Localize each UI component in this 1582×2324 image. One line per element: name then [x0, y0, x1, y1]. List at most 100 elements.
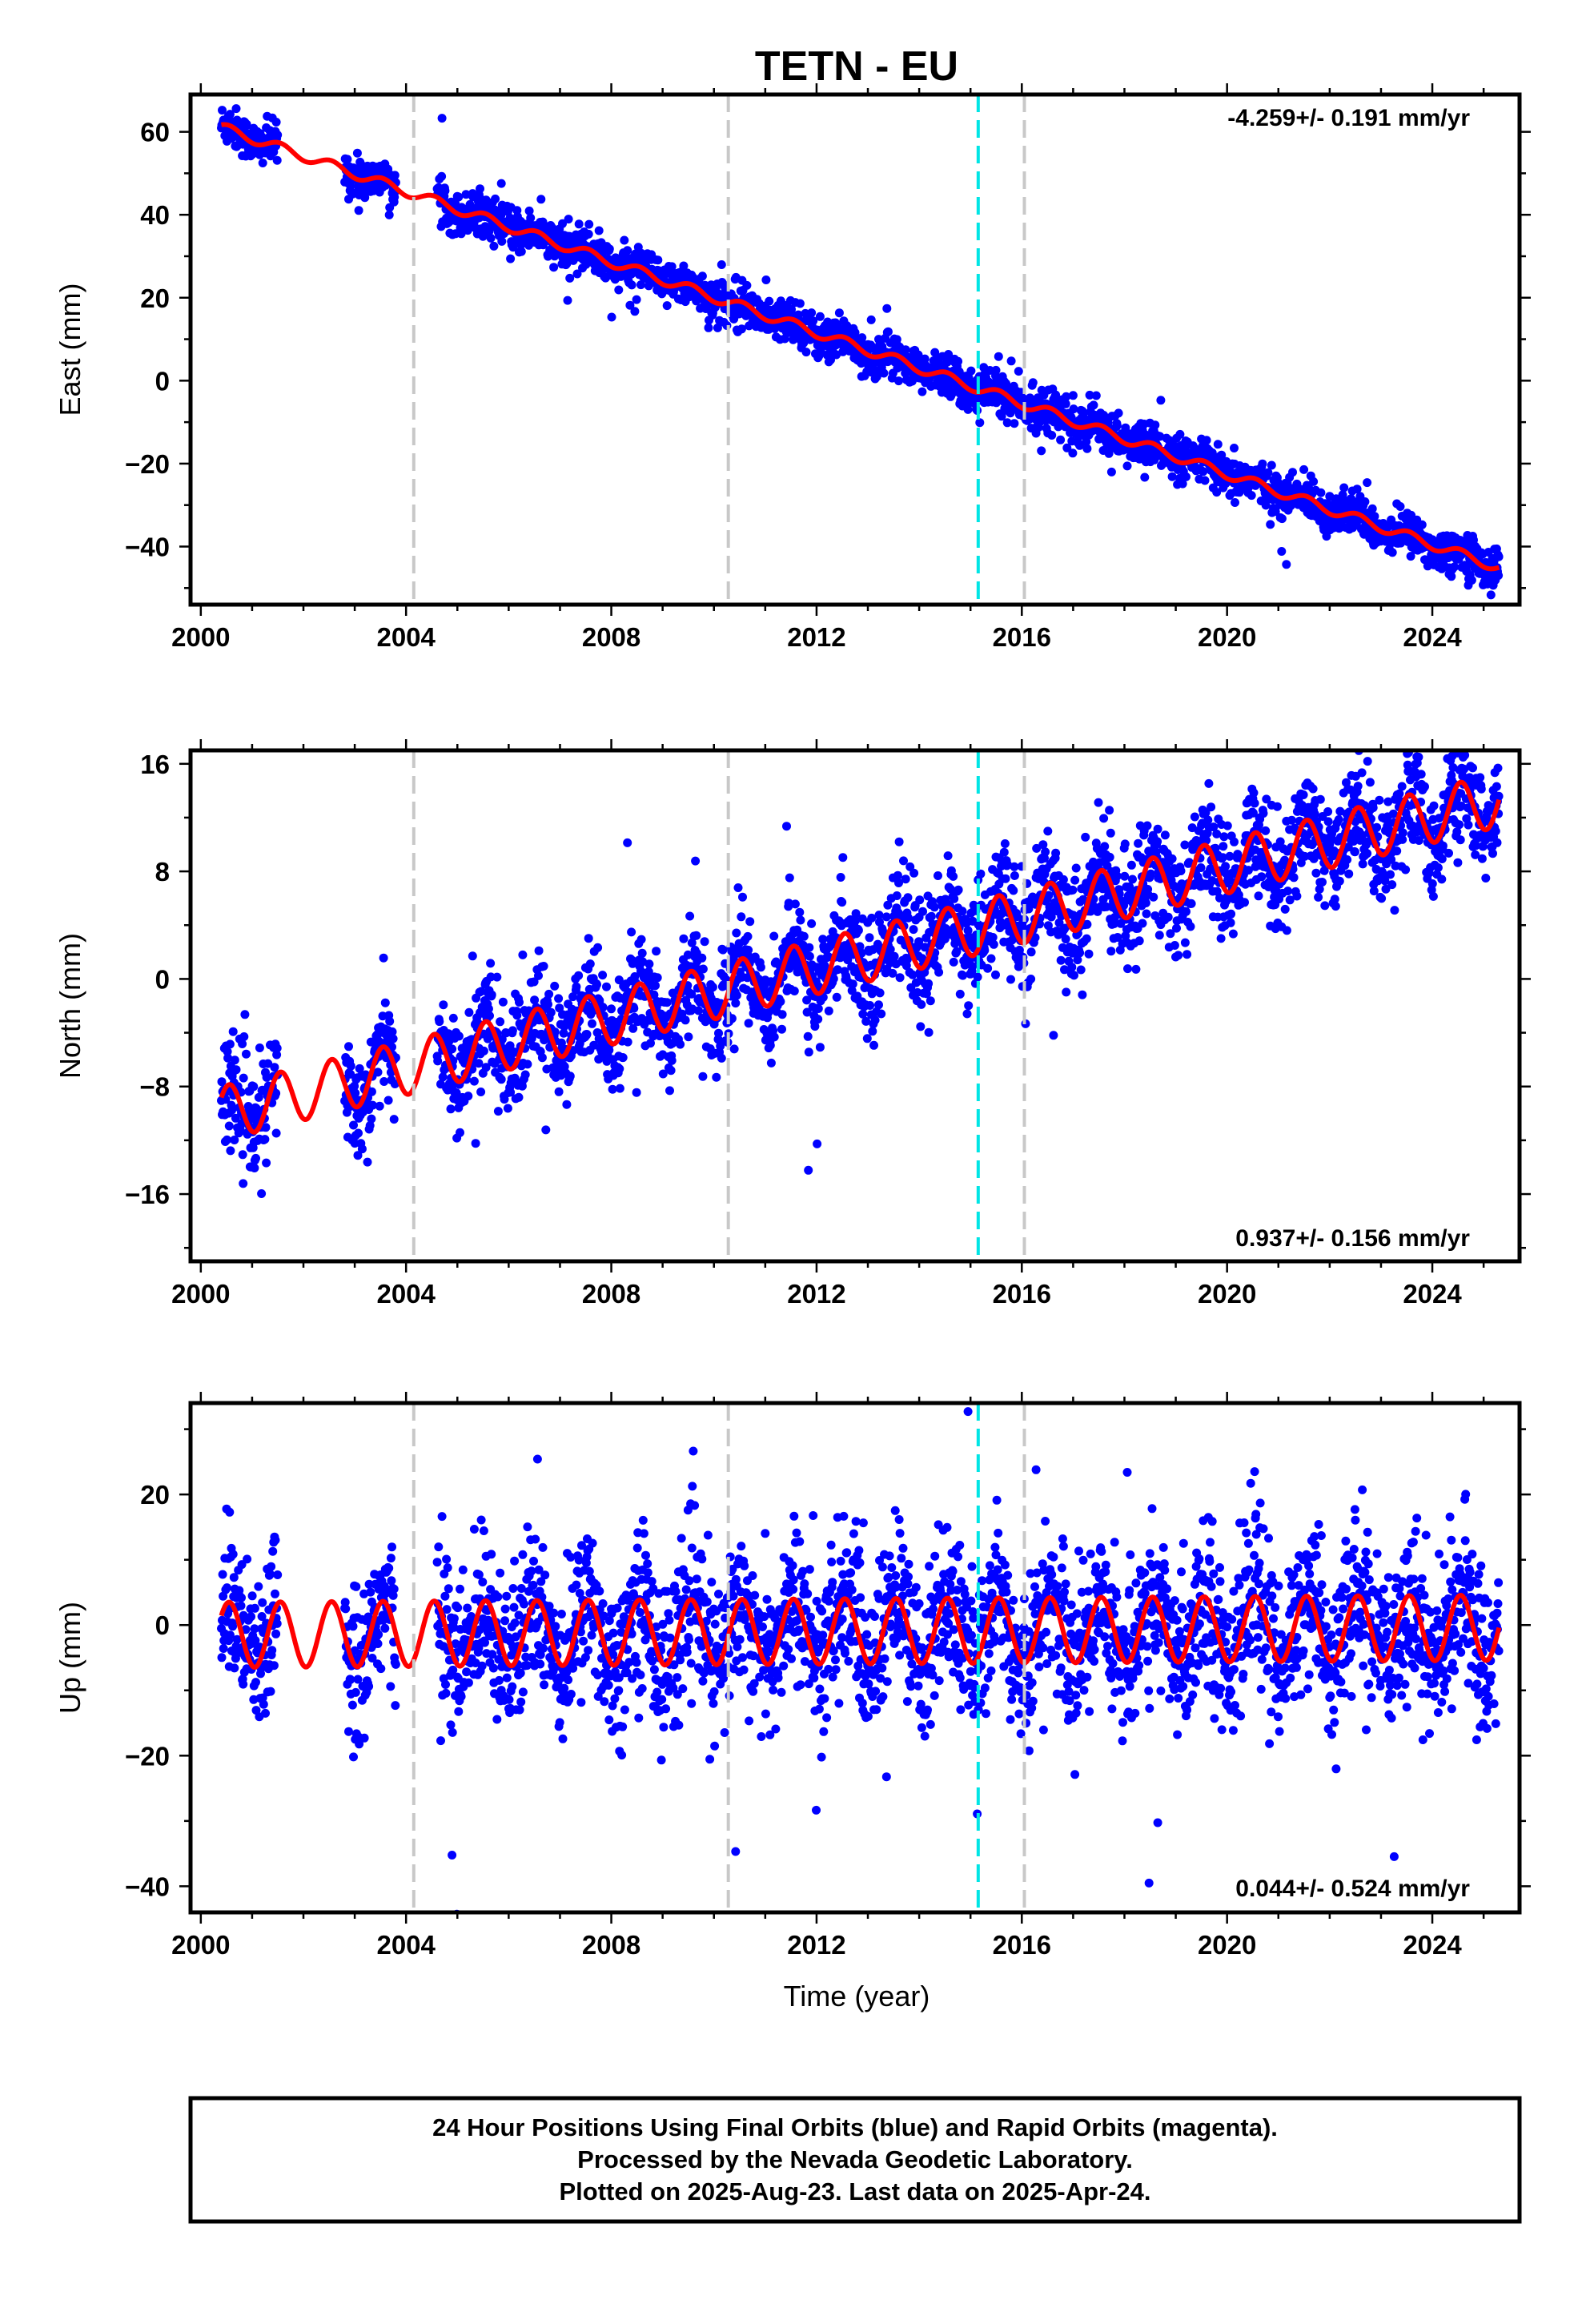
north-point: [943, 851, 953, 861]
east-point: [1069, 404, 1078, 414]
north-point: [1120, 839, 1130, 849]
north-point: [537, 1053, 547, 1063]
north-point: [572, 982, 581, 991]
north-point: [469, 1076, 479, 1086]
north-point: [836, 873, 845, 882]
east-point: [679, 261, 689, 271]
north-point: [968, 962, 978, 971]
north-point: [615, 1064, 624, 1074]
east-point: [1360, 497, 1370, 506]
north-point: [1119, 901, 1129, 911]
north-point: [1002, 859, 1012, 869]
east-point: [636, 280, 645, 290]
east-point: [787, 304, 796, 314]
east-point: [1175, 429, 1185, 439]
north-point: [498, 997, 508, 1007]
north-point: [799, 931, 809, 941]
east-point: [225, 110, 235, 119]
north-point: [1166, 929, 1175, 939]
north-point: [1068, 885, 1078, 895]
north-point: [474, 1059, 484, 1068]
north-point: [517, 1081, 527, 1091]
north-point: [658, 1069, 668, 1079]
north-point: [1061, 935, 1070, 944]
north-point: [1230, 837, 1239, 846]
east-point: [954, 356, 963, 366]
north-point: [217, 1077, 227, 1087]
north-point: [1071, 863, 1081, 873]
north-point: [223, 1135, 231, 1144]
north-point: [618, 1053, 628, 1063]
east-point: [1212, 488, 1222, 497]
north-point: [649, 990, 659, 999]
east-point: [991, 365, 1001, 375]
north-point: [231, 1065, 241, 1075]
north-point: [765, 1040, 775, 1050]
east-y-tick-label: 0: [155, 366, 170, 396]
north-point: [1078, 990, 1087, 999]
north-point: [698, 1072, 708, 1081]
north-point: [870, 1015, 880, 1025]
north-point: [685, 911, 695, 921]
north-point: [926, 996, 935, 1006]
north-point: [1067, 963, 1077, 972]
east-point: [1213, 440, 1223, 449]
east-point: [632, 295, 641, 304]
north-point: [623, 838, 632, 847]
north-point: [368, 1100, 377, 1110]
north-point: [731, 999, 741, 1008]
north-point: [691, 856, 701, 866]
east-point: [1282, 560, 1291, 569]
north-point: [1287, 815, 1296, 825]
east-point: [882, 304, 892, 313]
north-point: [346, 1061, 355, 1071]
east-point: [1258, 459, 1267, 468]
north-point: [644, 959, 654, 969]
east-point: [742, 280, 752, 290]
east-point: [354, 206, 363, 215]
north-point: [546, 1007, 556, 1017]
east-point: [1322, 532, 1331, 541]
north-point: [955, 989, 965, 999]
north-point: [829, 974, 838, 983]
east-point: [1331, 494, 1341, 504]
north-point: [651, 981, 660, 991]
east-point: [892, 335, 901, 344]
north-point: [1174, 951, 1183, 960]
north-point: [615, 1084, 624, 1093]
east-point: [584, 219, 594, 229]
east-point: [883, 327, 893, 336]
north-point: [807, 919, 817, 928]
east-point: [594, 226, 604, 235]
east-x-tick-label: 2004: [376, 622, 436, 652]
north-point: [989, 939, 998, 949]
north-point: [1249, 788, 1259, 798]
north-point: [1110, 913, 1119, 923]
north-point: [598, 971, 608, 980]
north-point: [468, 951, 477, 961]
north-point: [497, 1035, 507, 1044]
north-point: [255, 1043, 264, 1052]
north-point: [623, 1037, 632, 1047]
north-point: [1010, 862, 1019, 871]
north-point: [1046, 912, 1056, 922]
east-point: [1178, 479, 1187, 489]
north-point: [530, 995, 540, 1005]
east-point: [1010, 419, 1019, 428]
north-point: [1142, 821, 1152, 830]
east-point: [1089, 400, 1098, 410]
east-point: [834, 308, 844, 318]
east-point: [1079, 408, 1088, 418]
north-point: [848, 979, 857, 989]
north-point: [920, 943, 930, 952]
north-point: [585, 959, 595, 969]
north-point: [574, 971, 584, 980]
north-point: [698, 964, 708, 974]
east-point: [489, 241, 499, 251]
east-point: [1199, 467, 1208, 476]
north-point: [815, 1043, 825, 1052]
north-point: [917, 999, 926, 1009]
north-point: [874, 911, 884, 920]
north-point: [744, 1019, 753, 1028]
north-point: [523, 1059, 532, 1069]
